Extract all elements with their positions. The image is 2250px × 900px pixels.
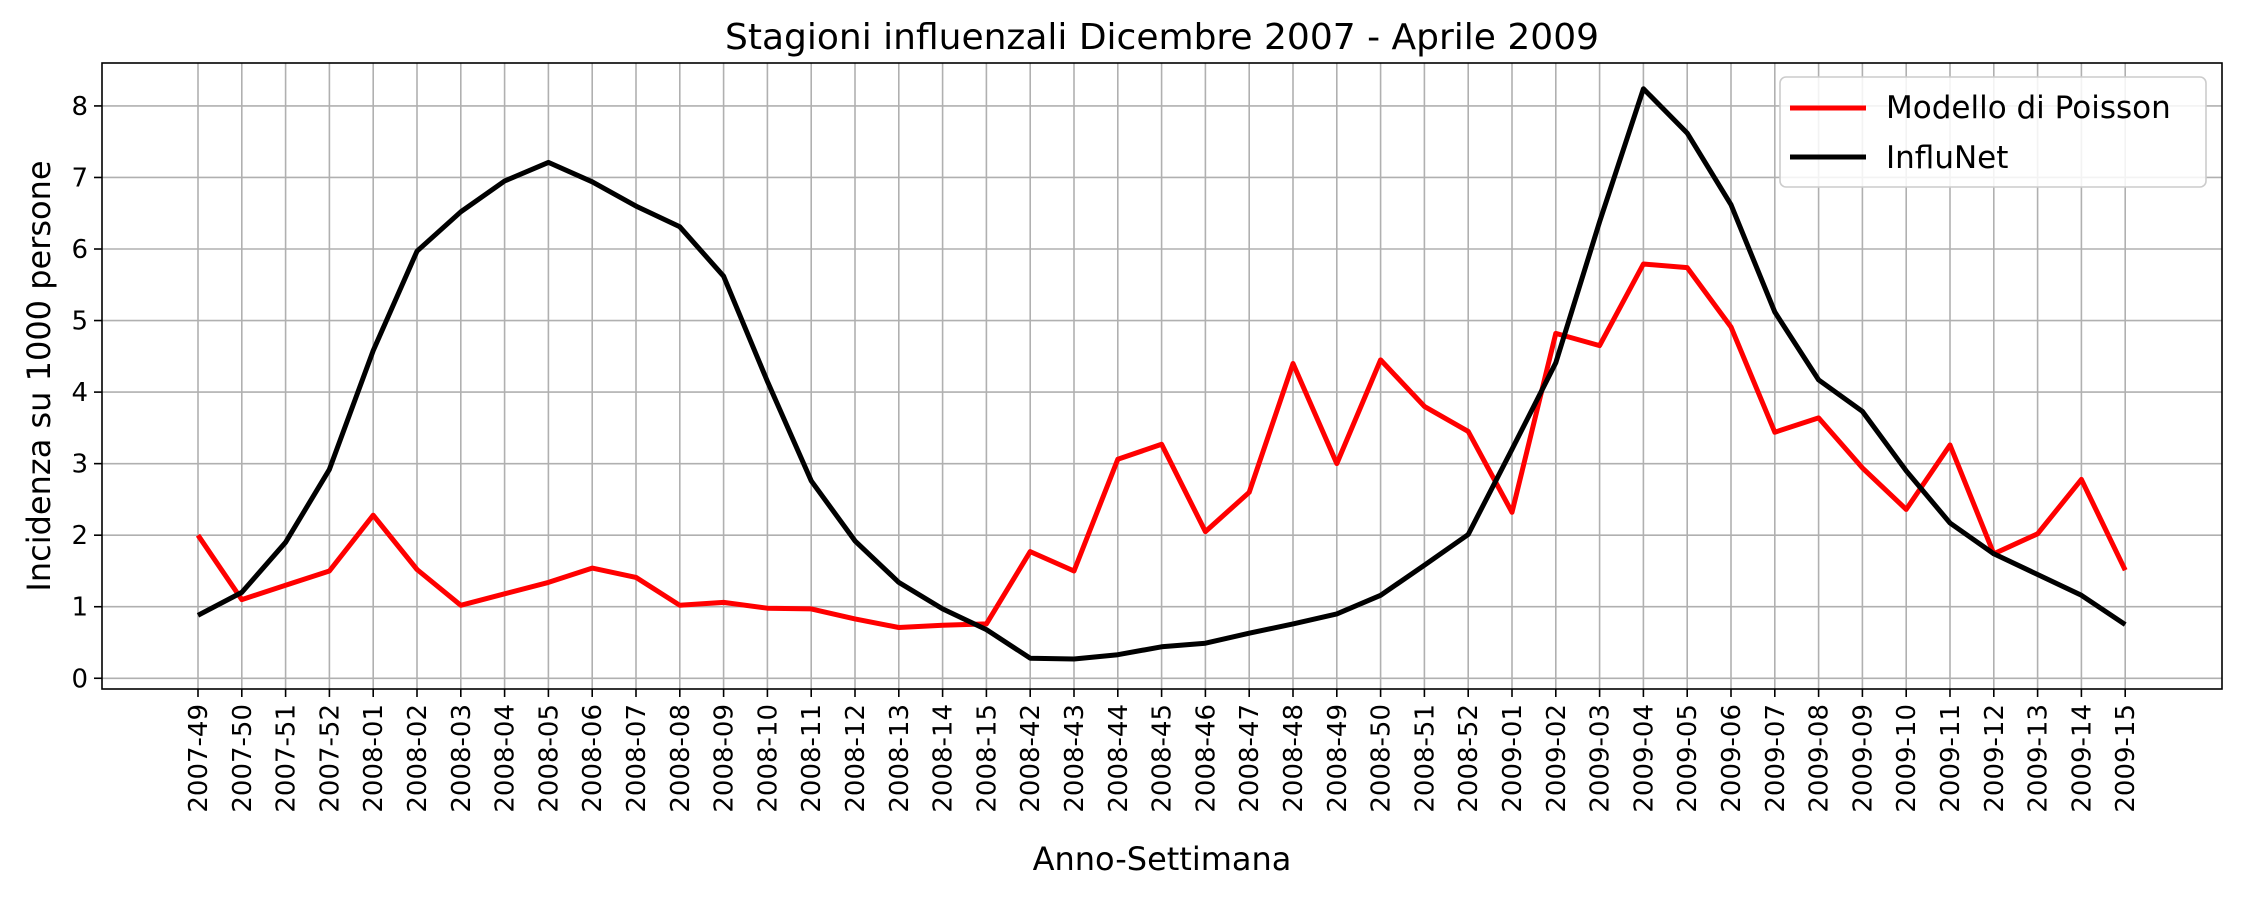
x-tick-label: 2007-51 [272,704,302,813]
x-tick-label: 2008-51 [1410,704,1440,813]
series-lines [195,86,2128,662]
series-line-influnet [196,86,2127,662]
y-tick-label: 5 [71,307,88,337]
x-tick-label: 2009-12 [1980,704,2010,813]
grid-lines [102,63,2222,689]
y-tick-label: 2 [71,521,88,551]
x-tick-label: 2008-52 [1454,704,1484,813]
x-tick-label: 2008-10 [753,704,783,813]
axis-ticks: 2007-49 2007-50 2007-51 2007-52 2008-01 2008-… [71,92,2141,813]
x-tick-label: 2009-09 [1848,704,1878,813]
x-tick-label: 2008-44 [1104,704,1134,813]
x-tick-label: 2008-08 [666,704,696,813]
x-tick-label: 2007-52 [315,704,345,813]
x-tick-label: 2007-50 [228,704,258,813]
x-tick-label: 2008-09 [710,704,740,813]
series-line-poisson [195,261,2128,630]
x-tick-label: 2008-12 [841,704,871,813]
x-tick-label: 2009-01 [1498,704,1528,813]
x-tick-label: 2008-50 [1367,704,1397,813]
x-tick-label: 2007-49 [184,704,214,813]
x-tick-label: 2008-11 [797,704,827,813]
x-tick-label: 2008-01 [359,704,389,813]
x-tick-label: 2008-46 [1191,704,1221,813]
y-tick-label: 1 [71,593,88,623]
x-tick-label: 2008-45 [1148,704,1178,813]
x-tick-label: 2009-14 [2067,704,2097,813]
y-tick-label: 3 [71,450,88,480]
x-tick-label: 2009-05 [1673,704,1703,813]
y-tick-label: 4 [71,378,88,408]
x-tick-label: 2008-03 [447,704,477,813]
x-tick-label: 2009-13 [2024,704,2054,813]
y-tick-label: 6 [71,235,88,265]
x-tick-label: 2008-48 [1279,704,1309,813]
y-tick-label: 8 [71,92,88,122]
x-tick-label: 2008-04 [491,704,521,813]
x-tick-label: 2008-49 [1323,704,1353,813]
legend: Modello di Poisson InfluNet [1779,76,2207,188]
x-tick-label: 2008-02 [403,704,433,813]
x-tick-label: 2009-02 [1542,704,1572,813]
x-tick-label: 2009-15 [2111,704,2141,813]
legend-box [1779,76,2207,188]
x-tick-label: 2009-07 [1761,704,1791,813]
x-tick-label: 2009-03 [1586,704,1616,813]
legend-label-poisson: Modello di Poisson [1886,90,2171,126]
x-tick-label: 2008-47 [1235,704,1265,813]
y-tick-label: 7 [71,163,88,193]
x-axis-label: Anno-Settimana [1033,840,1292,878]
x-tick-label: 2008-15 [972,704,1002,813]
x-tick-label: 2009-10 [1892,704,1922,813]
x-tick-label: 2008-06 [578,704,608,813]
x-tick-label: 2008-42 [1016,704,1046,813]
legend-label-influnet: InfluNet [1886,140,2008,176]
x-tick-label: 2008-05 [534,704,564,813]
x-tick-label: 2009-04 [1629,704,1659,813]
chart-title: Stagioni influenzali Dicembre 2007 - Apr… [725,17,1599,58]
y-axis-label: Incidenza su 1000 persone [20,160,58,591]
x-tick-label: 2008-07 [622,704,652,813]
x-tick-label: 2009-08 [1805,704,1835,813]
x-tick-label: 2008-13 [885,704,915,813]
x-tick-label: 2009-06 [1717,704,1747,813]
x-tick-label: 2008-14 [929,704,959,813]
x-tick-label: 2008-43 [1060,704,1090,813]
x-tick-label: 2009-11 [1936,704,1966,813]
y-tick-label: 0 [71,664,88,694]
